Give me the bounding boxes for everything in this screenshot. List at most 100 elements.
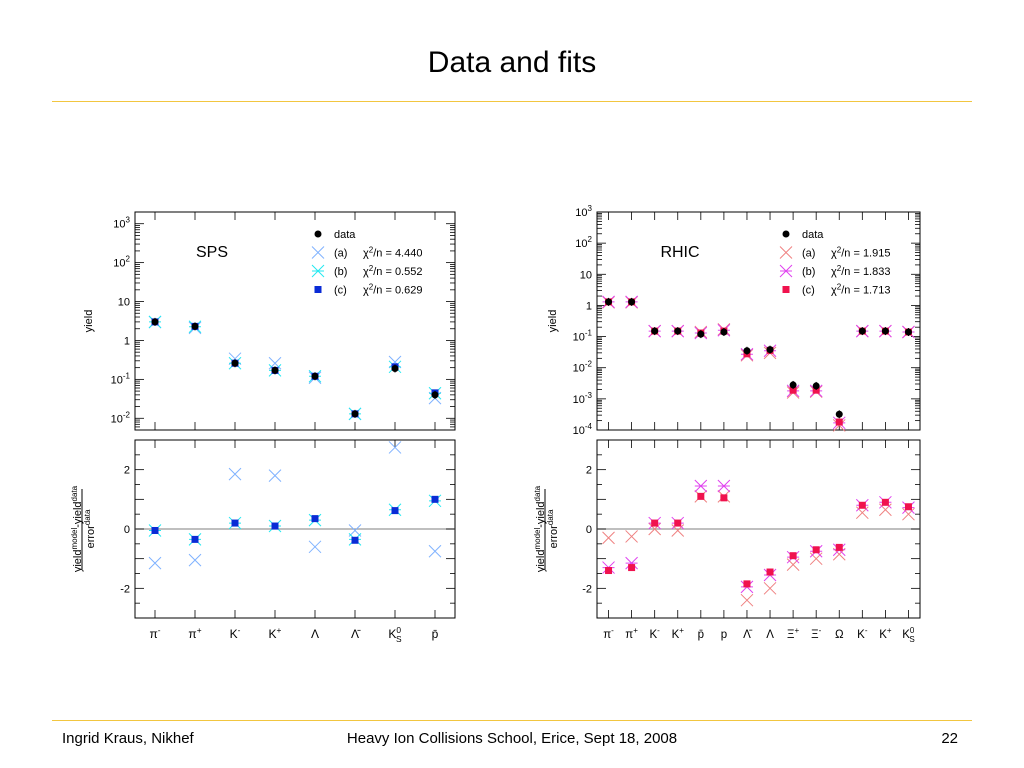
- sps-y-tick-label: 1: [124, 335, 130, 347]
- sps-model-a-point: [268, 356, 282, 370]
- rhic-legend-data-marker: [782, 230, 790, 238]
- rhic-model-c-point: [835, 418, 843, 426]
- sps-residual-c-point: [311, 515, 319, 523]
- rhic-x-tick-label: Λ: [766, 629, 774, 641]
- sps-data-point: [151, 318, 159, 326]
- rhic-data-point: [628, 298, 636, 306]
- rhic-data-point: [605, 298, 613, 306]
- rhic-model-c-point: [812, 386, 820, 394]
- rhic-data-point: [881, 327, 889, 335]
- sps-residual-c-point: [151, 526, 159, 534]
- rhic-panel-title: RHIC: [660, 244, 699, 261]
- rhic-residual-c-point: [904, 503, 912, 511]
- sps-legend-data-label: data: [334, 229, 356, 241]
- sps-y-tick-label: 103: [113, 216, 130, 231]
- rhic-legend-c-marker: [782, 286, 790, 293]
- sps-residual-c-point: [191, 535, 199, 543]
- sps-yield-frame: [134, 211, 456, 431]
- sps-residual-a-point: [268, 469, 282, 482]
- rhic-residual-c-point: [881, 498, 889, 506]
- rhic-residual-a-point: [740, 593, 754, 607]
- rhic-residual-c-point: [674, 519, 682, 527]
- title-divider: [52, 101, 972, 102]
- rhic-legend-a-marker: [779, 246, 793, 259]
- rhic-data-point: [697, 330, 705, 338]
- rhic-x-tick-label: K-: [857, 626, 868, 641]
- rhic-legend-c-chi2: χ2/n = 1.713: [831, 283, 890, 297]
- rhic-y-tick-label: 10: [580, 269, 592, 281]
- rhic-x-tick-label: Ξ+: [787, 626, 799, 641]
- rhic-residual-a-point: [648, 522, 662, 536]
- rhic-y-tick-label: 102: [575, 235, 592, 250]
- rhic-x-tick-label: Ω: [835, 629, 844, 641]
- rhic-y-tick-label: 10-2: [573, 360, 593, 375]
- sps-r-tick-label: -2: [120, 583, 130, 595]
- sps-data-point: [431, 391, 439, 399]
- sps-legend-c-label: (c): [334, 285, 347, 297]
- sps-residual-a-point: [148, 556, 162, 570]
- rhic-legend-a-label: (a): [802, 248, 815, 260]
- sps-panel-title: SPS: [196, 244, 228, 261]
- sps-residual-c-point: [391, 507, 399, 515]
- sps-x-tick-label: K-: [230, 625, 241, 641]
- sps-data-point: [311, 372, 319, 380]
- rhic-residual-b-point: [625, 556, 638, 570]
- rhic-x-tick-label: π+: [625, 626, 638, 641]
- rhic-residual-c-point: [743, 580, 751, 588]
- rhic-data-point: [904, 328, 912, 336]
- sps-data-point: [391, 365, 399, 373]
- rhic-data-point: [812, 382, 820, 390]
- sps-legend-b-marker: [311, 264, 325, 278]
- sps-y-tick-label: 102: [113, 255, 130, 270]
- sps-data-point: [191, 322, 199, 330]
- rhic-residual-a-point: [902, 507, 915, 521]
- rhic-y-tick-label: 10-1: [573, 329, 593, 344]
- rhic-residual-a-point: [602, 531, 615, 545]
- sps-residual-label-numerator: yieldmodel-yielddata: [70, 485, 84, 572]
- rhic-data-point: [674, 327, 682, 335]
- footer-author: Ingrid Kraus, Nikhef: [62, 730, 194, 747]
- rhic-residual-b-point: [717, 479, 731, 493]
- page-number: 22: [941, 730, 958, 747]
- sps-y-tick-label: 10-2: [111, 410, 131, 425]
- sps-y-axis-label: yield: [83, 310, 95, 333]
- sps-x-tick-label: π+: [188, 625, 201, 641]
- slide-title: Data and fits: [427, 46, 597, 79]
- rhic-residual-a-point: [625, 530, 638, 543]
- rhic-legend-b-chi2: χ2/n = 1.833: [831, 264, 890, 278]
- rhic-model-c-point: [789, 386, 797, 394]
- sps-legend-b-label: (b): [334, 266, 347, 278]
- rhic-residual-a-point: [763, 581, 777, 595]
- rhic-x-tick-label: Λ̄: [743, 629, 753, 641]
- sps-data-point: [351, 410, 359, 418]
- rhic-r-tick-label: 0: [586, 524, 592, 536]
- footer-divider: [52, 720, 972, 721]
- rhic-residual-label-denominator: errordata: [546, 509, 560, 548]
- rhic-r-tick-label: 2: [586, 465, 592, 477]
- rhic-data-point: [720, 328, 728, 336]
- rhic-data-point: [858, 327, 866, 335]
- sps-residual-a-point: [308, 540, 322, 554]
- sps-legend-data-marker: [314, 230, 322, 238]
- rhic-x-tick-label: π-: [603, 626, 614, 641]
- sps-legend-a-label: (a): [334, 248, 347, 260]
- sps-model-a-point: [388, 355, 402, 369]
- sps-x-tick-label: π-: [149, 625, 160, 641]
- sps-residual-a-point: [228, 467, 242, 481]
- sps-x-tick-label: Λ: [311, 627, 319, 641]
- footer-event: Heavy Ion Collisions School, Erice, Sept…: [346, 730, 678, 747]
- rhic-data-point: [835, 410, 843, 418]
- rhic-residual-c-point: [628, 564, 636, 572]
- rhic-residual-c-point: [812, 546, 820, 554]
- rhic-r-tick-label: -2: [582, 583, 592, 595]
- sps-r-tick-label: 0: [124, 524, 130, 536]
- sps-legend-a-marker: [311, 246, 325, 259]
- rhic-residual-c-point: [858, 501, 866, 509]
- sps-r-tick-label: 2: [124, 465, 130, 477]
- rhic-residual-c-point: [651, 519, 659, 527]
- rhic-legend-b-marker: [779, 264, 793, 278]
- rhic-x-tick-label: K+: [672, 626, 685, 641]
